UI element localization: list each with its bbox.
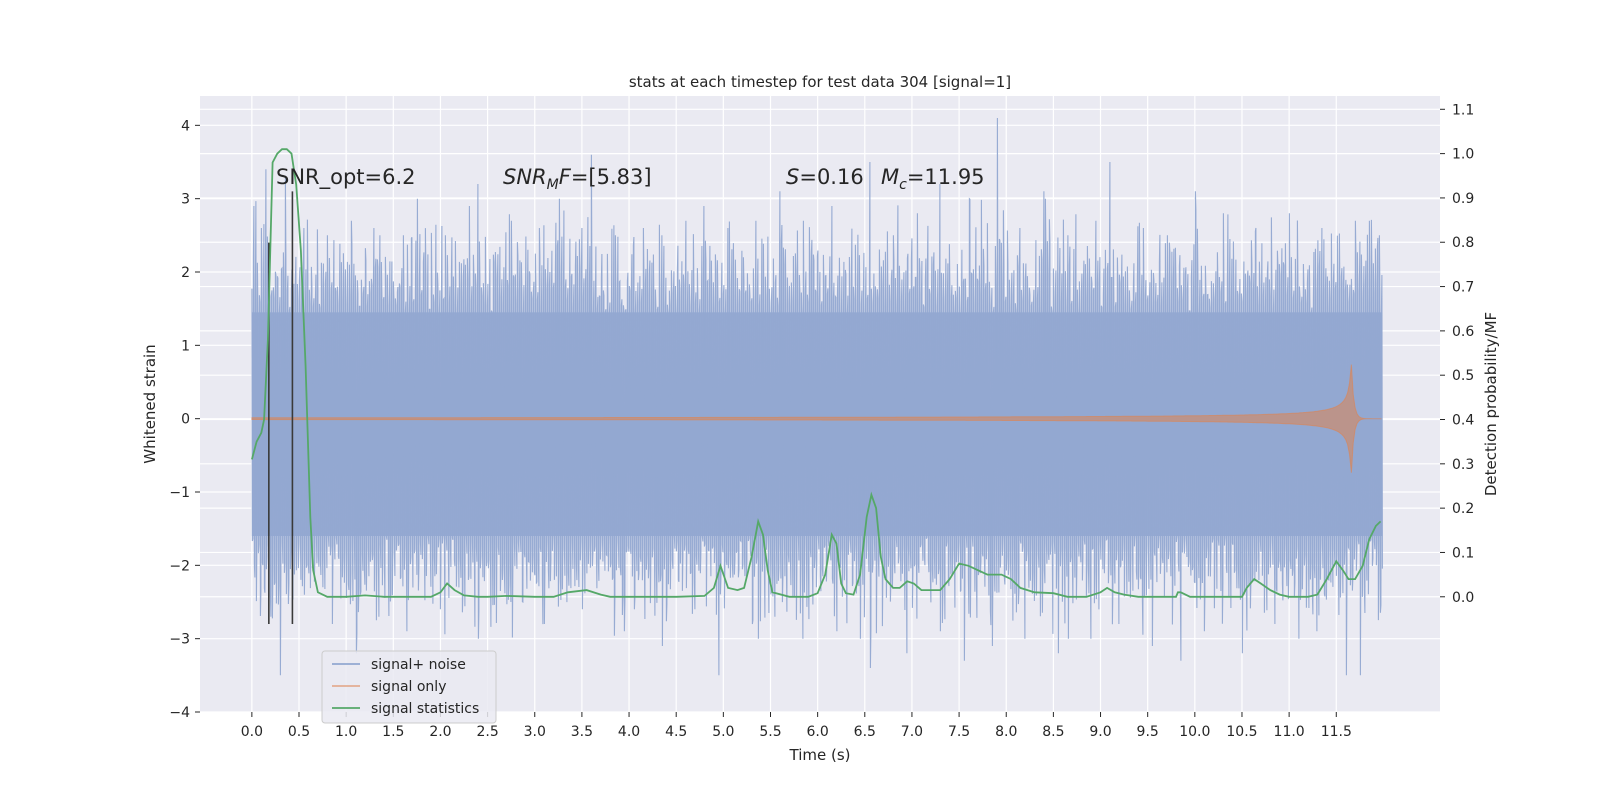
y2-tick-label: 0.3 — [1452, 457, 1474, 473]
y2-tick-label: 1.0 — [1452, 147, 1474, 163]
x-tick-label: 9.5 — [1137, 724, 1159, 740]
x-axis-ticks: 0.0 0.5 1.0 1.5 2.0 2.5 3.0 3.5 4.0 4.5 5.0 5.5 6.0 6… — [241, 712, 1352, 740]
y2-tick-label: 1.1 — [1452, 102, 1474, 118]
legend-box — [321, 650, 497, 724]
y2-axis-ticks: 0.0 0.1 0.2 0.3 0.4 0.5 0.6 0.7 0.8 0.9 1.0 1.1 — [1440, 102, 1474, 606]
y2-tick-label: 0.0 — [1452, 590, 1474, 606]
legend-label-signal-only: signal only — [371, 679, 446, 695]
legend: signal+ noise signal only signal statist… — [321, 650, 497, 724]
x-tick-label: 5.5 — [759, 724, 781, 740]
y2-tick-label: 0.2 — [1452, 501, 1474, 517]
y2-tick-label: 0.4 — [1452, 413, 1474, 429]
x-tick-label: 2.5 — [476, 724, 498, 740]
series-signal-noise — [251, 117, 1383, 676]
x-tick-label: 11.0 — [1274, 724, 1305, 740]
chart-title: stats at each timestep for test data 304… — [629, 73, 1011, 91]
x-tick-label: 8.5 — [1042, 724, 1064, 740]
annotation-mc: Mc=11.95 — [881, 165, 985, 193]
x-tick-label: 4.5 — [665, 724, 687, 740]
x-tick-label: 8.0 — [995, 724, 1017, 740]
y-tick-label: 0 — [181, 412, 190, 428]
annotation-snr-mf-sub: M — [547, 177, 559, 193]
signal-statistics-line — [251, 148, 1382, 598]
signal-only-trace — [251, 364, 1382, 473]
x-tick-label: 11.5 — [1321, 724, 1352, 740]
y-tick-label: −2 — [169, 558, 190, 574]
x-tick-label: 10.0 — [1179, 724, 1210, 740]
legend-label-signal-statistics: signal statistics — [371, 701, 479, 717]
y2-tick-label: 0.1 — [1452, 545, 1474, 561]
annotation-snr-opt: SNR_opt=6.2 — [276, 165, 416, 190]
y-tick-label: 1 — [181, 338, 190, 354]
y-tick-label: 3 — [181, 192, 190, 208]
annotation-s-label: S — [786, 165, 799, 189]
x-tick-label: 0.0 — [241, 724, 263, 740]
annotation-snr-mf-f: F — [559, 165, 572, 189]
annotation-snr-mf-label: SNR — [503, 165, 547, 189]
x-tick-label: 3.5 — [571, 724, 593, 740]
annotation-mc-sub: c — [899, 177, 907, 193]
y-tick-label: −1 — [169, 485, 190, 501]
signal-noise-line — [251, 117, 1383, 676]
x-tick-label: 10.5 — [1226, 724, 1257, 740]
x-tick-label: 4.0 — [618, 724, 640, 740]
y2-tick-label: 0.5 — [1452, 368, 1474, 384]
x-tick-label: 1.5 — [382, 724, 404, 740]
annotation-mc-value: =11.95 — [907, 165, 985, 189]
x-tick-label: 1.0 — [335, 724, 357, 740]
x-axis-label: Time (s) — [789, 746, 851, 764]
y2-tick-label: 0.8 — [1452, 235, 1474, 251]
x-tick-label: 9.0 — [1089, 724, 1111, 740]
y2-tick-label: 0.9 — [1452, 191, 1474, 207]
series-signal-statistics — [251, 148, 1382, 598]
y-axis-label: Whitened strain — [141, 344, 159, 463]
annotation-s-value: =0.16 — [799, 165, 863, 189]
y-tick-label: 2 — [181, 265, 190, 281]
y-axis-ticks: −4 −3 −2 −1 0 1 2 3 4 — [169, 118, 200, 721]
y2-axis-label: Detection probability/MF — [1482, 312, 1500, 496]
x-tick-label: 5.0 — [712, 724, 734, 740]
x-tick-label: 3.0 — [524, 724, 546, 740]
y2-tick-label: 0.7 — [1452, 280, 1474, 296]
y-tick-label: −3 — [169, 632, 190, 648]
y-tick-label: −4 — [169, 705, 190, 721]
annotations: SNR_opt=6.2 SNRMF=[5.83] S=0.16 Mc=11.95 — [276, 165, 985, 193]
x-tick-label: 7.5 — [948, 724, 970, 740]
legend-label-signal-noise: signal+ noise — [371, 657, 466, 673]
annotation-s: S=0.16 — [786, 165, 864, 189]
x-tick-label: 6.0 — [807, 724, 829, 740]
y-tick-label: 4 — [181, 118, 190, 134]
y2-tick-label: 0.6 — [1452, 324, 1474, 340]
annotation-mc-label: M — [881, 165, 899, 189]
x-tick-label: 7.0 — [901, 724, 923, 740]
x-tick-label: 0.5 — [288, 724, 310, 740]
x-tick-label: 6.5 — [854, 724, 876, 740]
series-signal-only — [251, 364, 1382, 473]
annotation-snr-mf: SNRMF=[5.83] — [503, 165, 652, 193]
x-tick-label: 2.0 — [429, 724, 451, 740]
annotation-snr-mf-value: =[5.83] — [571, 165, 652, 189]
